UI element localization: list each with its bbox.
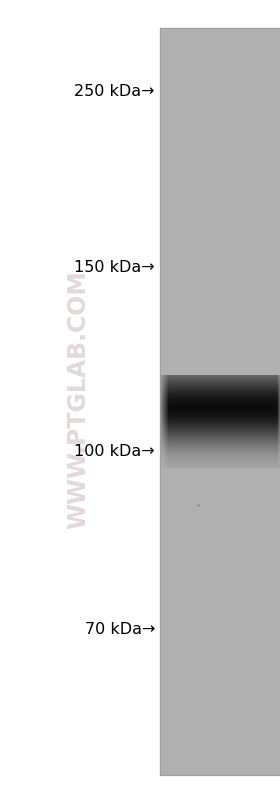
Text: 250 kDa→: 250 kDa→	[74, 85, 155, 100]
Text: 100 kDa→: 100 kDa→	[74, 444, 155, 459]
Bar	[160, 28, 280, 775]
Text: 70 kDa→: 70 kDa→	[85, 622, 155, 638]
Text: 150 kDa→: 150 kDa→	[74, 260, 155, 276]
Text: WWW.PTGLAB.COM: WWW.PTGLAB.COM	[66, 271, 90, 530]
